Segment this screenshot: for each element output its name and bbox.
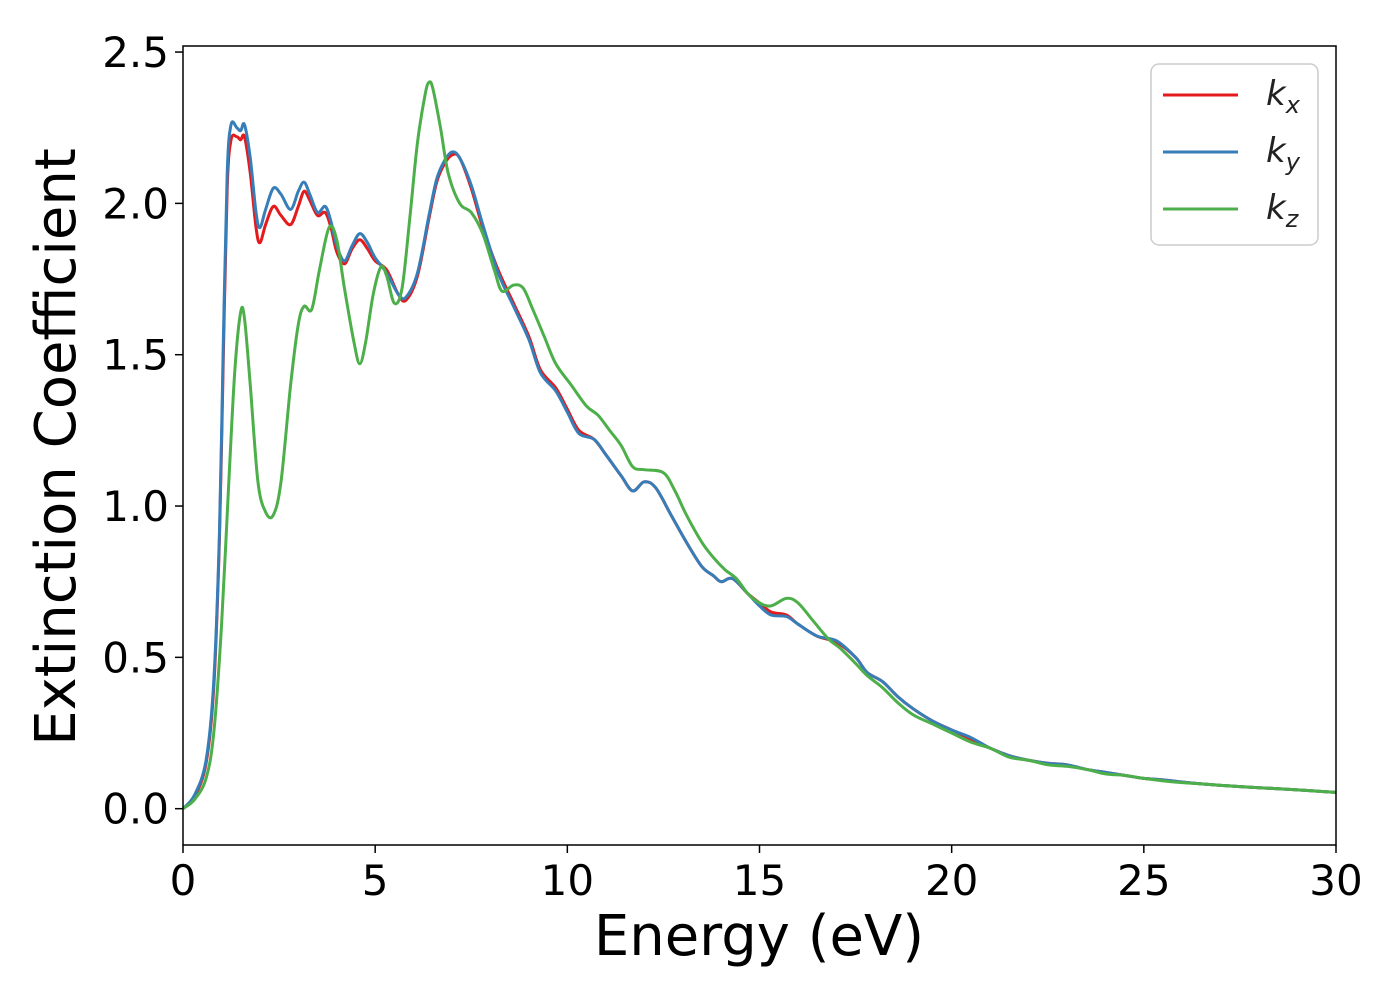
x-tick-label: 0 [170,856,197,905]
x-tick-label: 5 [362,856,389,905]
legend-label-y: ky [1266,131,1301,176]
legend-label-z: kz [1266,188,1300,233]
y-axis-label: Extinction Coefficient [24,148,89,746]
y-tick-label: 1.5 [102,331,169,380]
y-tick-label: 2.0 [102,179,169,228]
x-tick-label: 15 [733,856,786,905]
series-line-z [183,80,1336,810]
x-tick-label: 10 [541,856,594,905]
legend-box [1150,63,1319,246]
x-axis-label: Energy (eV) [594,904,924,969]
x-tick-label: 20 [925,856,978,905]
y-tick-label: 2.5 [102,28,169,77]
x-tick-label: 25 [1117,856,1170,905]
axes: 0 5 10 15 20 25 30 0.0 0.5 1.0 1.5 2.0 2.5 [102,28,1363,905]
legend-label-x: kx [1266,74,1301,119]
y-tick-label: 1.0 [102,482,169,531]
x-tick-label: 30 [1309,856,1362,905]
y-tick-label: 0.5 [102,633,169,682]
legend: kx ky kz [1150,63,1319,246]
y-tick-label: 0.0 [102,785,169,834]
plot-area [183,80,1336,810]
